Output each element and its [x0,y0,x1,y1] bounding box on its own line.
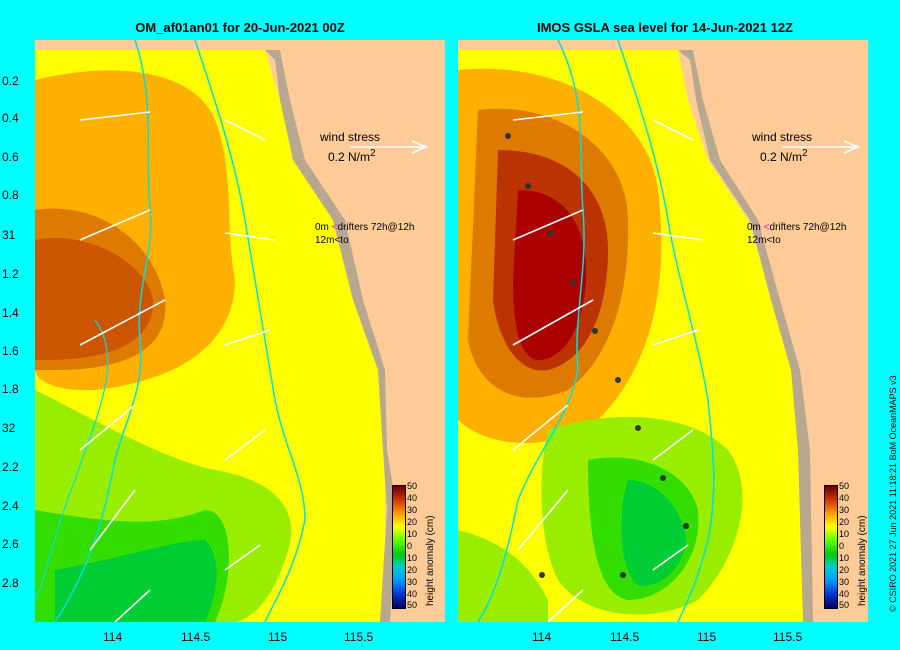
wind-stress-arrow [350,140,428,154]
y-tick-label: 0.4 [2,111,19,125]
colorbar [824,485,838,609]
colorbar-tick: 30 [839,577,850,587]
y-tick-label: 2.2 [2,460,19,474]
drifters-depth-0m: 0m <drifters 72h@12h [747,222,847,233]
y-tick-label: 2.4 [2,499,19,513]
colorbar-title: height anomaly (cm) [425,515,436,606]
x-tick-label: 115 [268,630,288,644]
colorbar-tick: 10 [407,553,418,563]
credit-text: © CSIRO 2021 27 Jun 2021 11:18:21 BoM Oc… [888,375,898,612]
y-tick-label: 0.2 [2,74,19,88]
y-tick-label: 2.8 [2,576,19,590]
colorbar-tick: 10 [839,529,850,539]
y-tick-label: 32 [2,421,16,435]
wind-stress-label: wind stress [320,130,381,144]
y-tick-label: 1.6 [2,344,19,358]
colorbar [392,485,406,609]
y-tick-label: 1.2 [2,267,19,281]
colorbar-tick: 0 [407,541,413,551]
y-tick-label: 0.8 [2,188,19,202]
colorbar-tick: 20 [407,565,418,575]
x-tick-label: 114.5 [610,630,640,644]
colorbar-tick: 10 [839,553,850,563]
x-tick-label: 114 [103,630,123,644]
colorbar-title: height anomaly (cm) [857,515,868,606]
wind-stress-value: 0.2 N/m2 [760,148,808,164]
y-tick-label: 31 [2,228,16,242]
colorbar-tick: 40 [407,589,418,599]
colorbar-tick: 40 [839,589,850,599]
colorbar-tick: 0 [839,541,845,551]
x-tick-label: 115 [697,630,717,644]
colorbar-tick: 20 [839,565,850,575]
right-panel-title: IMOS GSLA sea level for 14-Jun-2021 12Z [536,20,793,35]
colorbar-tick: 20 [839,517,850,527]
colorbar-tick: 50 [839,481,850,491]
wind-stress-arrow [782,140,860,154]
x-tick-label: 115.5 [344,630,374,644]
left-map-panel [35,40,445,622]
x-tick-label: 114.5 [181,630,211,644]
wind-stress-label: wind stress [752,130,813,144]
colorbar-tick: 50 [407,600,418,610]
drifters-depth-12m: 12m<to [747,235,781,246]
y-tick-label: 2.6 [2,537,19,551]
colorbar-tick: 50 [407,481,418,491]
x-tick-label: 115.5 [773,630,803,644]
drifters-depth-0m: 0m <drifters 72h@12h [315,222,415,233]
colorbar-tick: 40 [839,493,850,503]
drifters-depth-12m: 12m<to [315,235,349,246]
x-tick-label: 114 [532,630,552,644]
y-tick-label: 0.6 [2,150,19,164]
colorbar-tick: 40 [407,493,418,503]
left-panel-title: OM_af01an01 for 20-Jun-2021 00Z [135,20,345,35]
colorbar-tick: 10 [407,529,418,539]
colorbar-tick: 50 [839,600,850,610]
right-map-panel [458,40,868,622]
y-tick-label: 1.4 [2,306,19,320]
colorbar-tick: 20 [407,517,418,527]
colorbar-tick: 30 [839,505,850,515]
colorbar-tick: 30 [407,577,418,587]
colorbar-tick: 30 [407,505,418,515]
wind-stress-value: 0.2 N/m2 [328,148,376,164]
y-tick-label: 1.8 [2,382,19,396]
